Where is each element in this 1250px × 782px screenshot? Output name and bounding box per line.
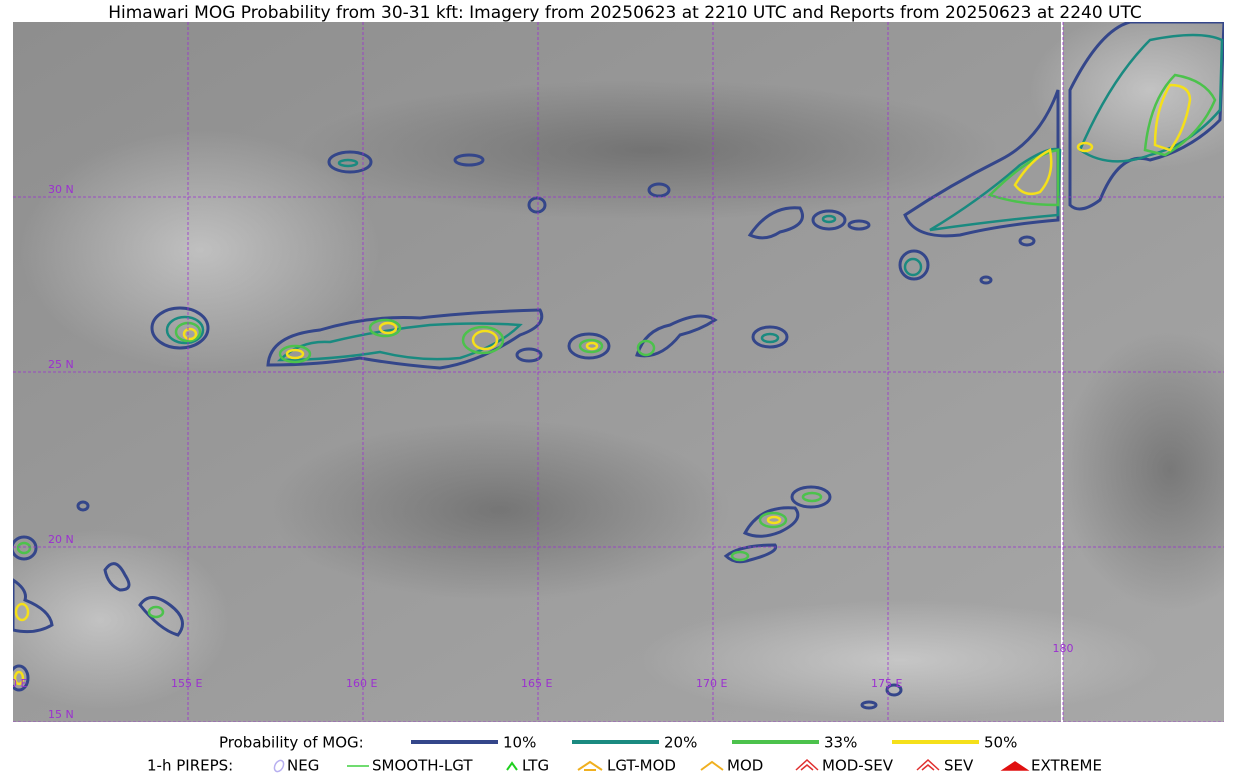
lon-label: 165 E [521,677,552,690]
legend-label: 33% [824,734,857,752]
lon-label: 170 E [696,677,727,690]
pirep-icon [1000,761,1030,771]
legend: Probability of MOG: 10% 20% 33% 50% 1-h PIREP… [147,734,1102,775]
legend-title: 1-h PIREPS: [147,757,233,775]
legend-label: SEV [944,757,974,775]
legend-label: MOD-SEV [822,757,894,775]
legend-label: EXTREME [1031,757,1102,775]
pirep-icon [916,758,940,771]
legend-label: 50% [984,734,1017,752]
map: 30 N 25 N 20 N 15 N 150 E 155 E 160 E 165 E 170 … [0,22,1224,722]
pirep-icon [273,759,285,773]
lon-label: 155 E [171,677,202,690]
pirep-icon [577,760,603,771]
pirep-icon [506,761,518,771]
legend-label: 10% [503,734,536,752]
lat-label: 30 N [48,183,74,196]
legend-label: NEG [287,757,319,775]
title: Himawari MOG Probability from 30-31 kft:… [108,3,1142,23]
pirep-icon [795,758,819,771]
lon-label: 180 [1053,642,1074,655]
lat-label: 25 N [48,358,74,371]
legend-label: LTG [522,757,549,775]
lon-label: 150 E [0,677,27,690]
legend-label: LGT-MOD [607,757,676,775]
lat-label: 20 N [48,533,74,546]
lon-label: 160 E [346,677,377,690]
lon-label: 175 E [871,677,902,690]
legend-label: SMOOTH-LGT [372,757,473,775]
legend-label: 20% [664,734,697,752]
legend-label: MOD [727,757,763,775]
lat-label: 15 N [48,708,74,721]
legend-title: Probability of MOG: [219,734,364,752]
mog-contours [13,22,1224,710]
pirep-icon [700,760,724,771]
